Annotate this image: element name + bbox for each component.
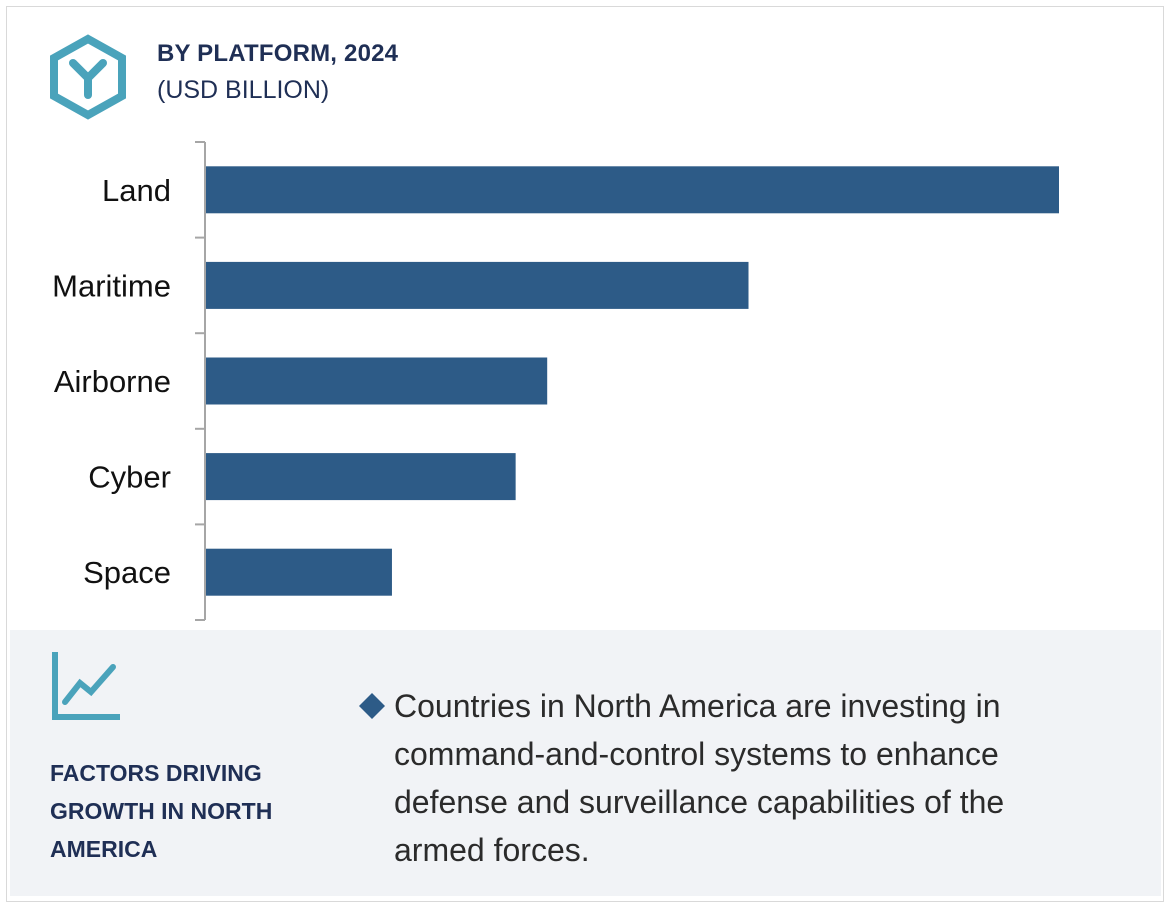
category-label-space: Space bbox=[83, 555, 171, 590]
bar-space bbox=[206, 548, 392, 596]
chart-subtitle: (USD BILLION) bbox=[157, 76, 330, 104]
bar-cyber bbox=[206, 453, 516, 501]
chart-title: BY PLATFORM, 2024 bbox=[157, 40, 399, 67]
bar-airborne bbox=[206, 357, 548, 405]
category-label-airborne: Airborne bbox=[54, 364, 171, 399]
growth-factor-bullet: Countries in North America are investing… bbox=[358, 682, 1098, 874]
growth-factors-panel: FACTORS DRIVING GROWTH IN NORTH AMERICA … bbox=[10, 630, 1161, 896]
diamond-icon bbox=[359, 693, 385, 719]
bar-maritime bbox=[206, 261, 749, 309]
bar-land bbox=[206, 166, 1059, 214]
growth-factor-text: Countries in North America are investing… bbox=[394, 688, 1005, 868]
category-label-cyber: Cyber bbox=[88, 460, 171, 495]
hexagon-y-icon bbox=[50, 34, 126, 120]
platform-bar-chart: Land Maritime Airborne Cyber Space bbox=[52, 141, 1059, 621]
trend-chart-icon bbox=[52, 652, 120, 720]
growth-factors-title: FACTORS DRIVING GROWTH IN NORTH AMERICA bbox=[50, 760, 273, 862]
category-label-land: Land bbox=[102, 173, 171, 208]
category-label-maritime: Maritime bbox=[52, 268, 171, 303]
